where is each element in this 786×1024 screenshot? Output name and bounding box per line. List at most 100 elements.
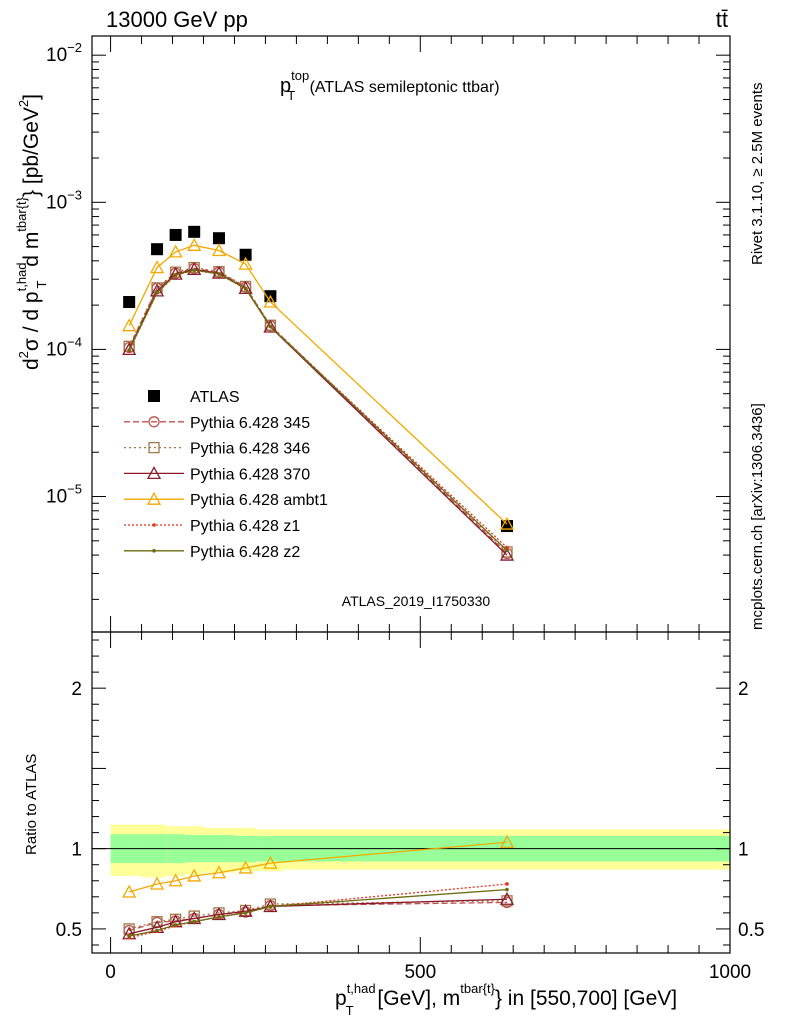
ratio-point-p370 (238, 903, 253, 917)
ratio-point-p370 (499, 891, 515, 905)
ratio-point-p346 (264, 898, 277, 910)
series-point-p370 (499, 547, 515, 561)
ratio-point-ambt1 (149, 876, 165, 890)
series-point-ambt1 (149, 260, 165, 274)
legend-marker-z1 (152, 523, 156, 527)
rivet-label: Rivet 3.1.10, ≥ 2.5M events (749, 83, 766, 266)
ratio-point-p346 (123, 923, 135, 935)
legend-marker-p370 (146, 466, 162, 480)
series-point-p370 (211, 265, 227, 279)
atlas-data-point (188, 225, 201, 238)
atlas-data-point (123, 296, 136, 309)
x-tick-label: 500 (404, 962, 436, 983)
series-point-z2 (127, 348, 131, 352)
main-frame (91, 35, 731, 633)
main-y-tick-label: 10−4 (46, 334, 82, 360)
ratio-line-z1 (129, 883, 508, 939)
ratio-point-z2 (268, 904, 273, 909)
analysis-watermark: ATLAS_2019_I1750330 (342, 593, 491, 609)
ratio-line-p345 (128, 901, 508, 932)
atlas-data-point (212, 232, 225, 245)
y-axis-label: d2σ / d pt,had T d mtbar{t}} [pb/GeV2] (14, 94, 49, 370)
x-tick-label: 0 (105, 962, 116, 983)
ratio-point-z2 (155, 928, 159, 933)
plot-title: ptop T (ATLAS semileptonic ttbar) (280, 68, 500, 103)
ratio-point-z1 (505, 882, 509, 886)
ratio-point-ambt1 (238, 860, 253, 874)
series-point-ambt1 (263, 294, 278, 308)
ratio-line-p346 (129, 900, 508, 930)
ratio-y-tick-label: 0.5 (56, 920, 82, 941)
ratio-point-ambt1 (263, 855, 278, 869)
process-label: tt̄ (716, 7, 728, 32)
ratio-point-z2 (127, 934, 131, 938)
atlas-data-point (239, 248, 252, 261)
ratio-y-tick-label-right: 1 (738, 840, 749, 861)
series-point-ambt1 (211, 243, 227, 257)
ratio-point-ambt1 (499, 834, 515, 848)
ratio-y-tick-label: 2 (71, 679, 82, 700)
series-point-z2 (505, 548, 509, 553)
legend-marker-ambt1 (146, 491, 162, 505)
ratio-point-ambt1 (122, 884, 137, 898)
ratio-point-ambt1 (211, 865, 227, 879)
legend-label: ATLAS (190, 389, 240, 406)
legend-label: Pythia 6.428 370 (190, 466, 310, 483)
legend-label: Pythia 6.428 z2 (190, 544, 300, 561)
ratio-point-ambt1 (168, 873, 183, 887)
legend-label: Pythia 6.428 z1 (190, 518, 300, 535)
ratio-y-tick-label-right: 2 (738, 679, 749, 700)
legend-marker-p346 (148, 441, 160, 454)
series-line-p370 (128, 268, 508, 556)
ratio-point-ambt1 (187, 868, 202, 882)
series-point-ambt1 (238, 256, 253, 270)
legend-label: Pythia 6.428 ambt1 (190, 492, 328, 509)
series-line-p345 (128, 267, 508, 554)
series-point-p370 (187, 262, 202, 276)
series-point-ambt1 (122, 318, 137, 332)
ratio-point-z2 (192, 919, 197, 924)
series-line-p346 (128, 266, 508, 553)
legend-marker-p345 (148, 416, 160, 428)
series-point-ambt1 (168, 244, 183, 258)
series-point-z2 (268, 324, 273, 329)
ratio-y-tick-label: 1 (71, 840, 82, 861)
legend-label: Pythia 6.428 345 (190, 415, 310, 432)
legend-marker-atlas (148, 390, 160, 402)
series-point-z2 (155, 290, 159, 295)
legend-label: Pythia 6.428 346 (190, 441, 310, 458)
series-point-p370 (263, 319, 278, 333)
ratio-y-label: Ratio to ATLAS (23, 754, 40, 855)
ratio-line-p370 (129, 898, 508, 935)
series-point-ambt1 (499, 516, 515, 530)
series-point-ambt1 (187, 237, 202, 251)
ratio-point-z2 (173, 923, 178, 927)
ratio-point-p346 (501, 895, 513, 907)
legend-marker-z2 (152, 549, 156, 553)
series-line-z2 (128, 269, 508, 551)
ratio-point-z2 (243, 911, 248, 915)
main-y-tick-label: 10−2 (46, 40, 82, 66)
ratio-point-z2 (217, 915, 221, 919)
x-tick-label: 1000 (709, 962, 751, 983)
ratio-point-z2 (505, 887, 509, 892)
series-line-ambt1 (128, 244, 508, 525)
atlas-data-point (151, 243, 164, 256)
energy-label: 13000 GeV pp (106, 7, 248, 32)
ratio-y-tick-label-right: 0.5 (738, 920, 764, 941)
series-point-z2 (243, 286, 248, 291)
series-point-z2 (192, 268, 197, 272)
ratio-point-p370 (211, 907, 227, 921)
series-point-z2 (173, 272, 178, 277)
series-point-p370 (122, 342, 137, 356)
series-point-z2 (217, 272, 221, 276)
main-y-tick-label: 10−5 (46, 482, 82, 508)
atlas-data-point (169, 228, 182, 241)
x-axis-label: pt,had T [GeV], mtbar{t}} in [550,700] [G… (335, 981, 677, 1018)
main-y-tick-label: 10−3 (46, 187, 82, 213)
mcplots-label: mcplots.cern.ch [arXiv:1306.3436] (749, 403, 766, 630)
ratio-frame (91, 631, 731, 954)
series-point-z1 (505, 545, 509, 550)
ratio-line-z2 (129, 888, 508, 937)
